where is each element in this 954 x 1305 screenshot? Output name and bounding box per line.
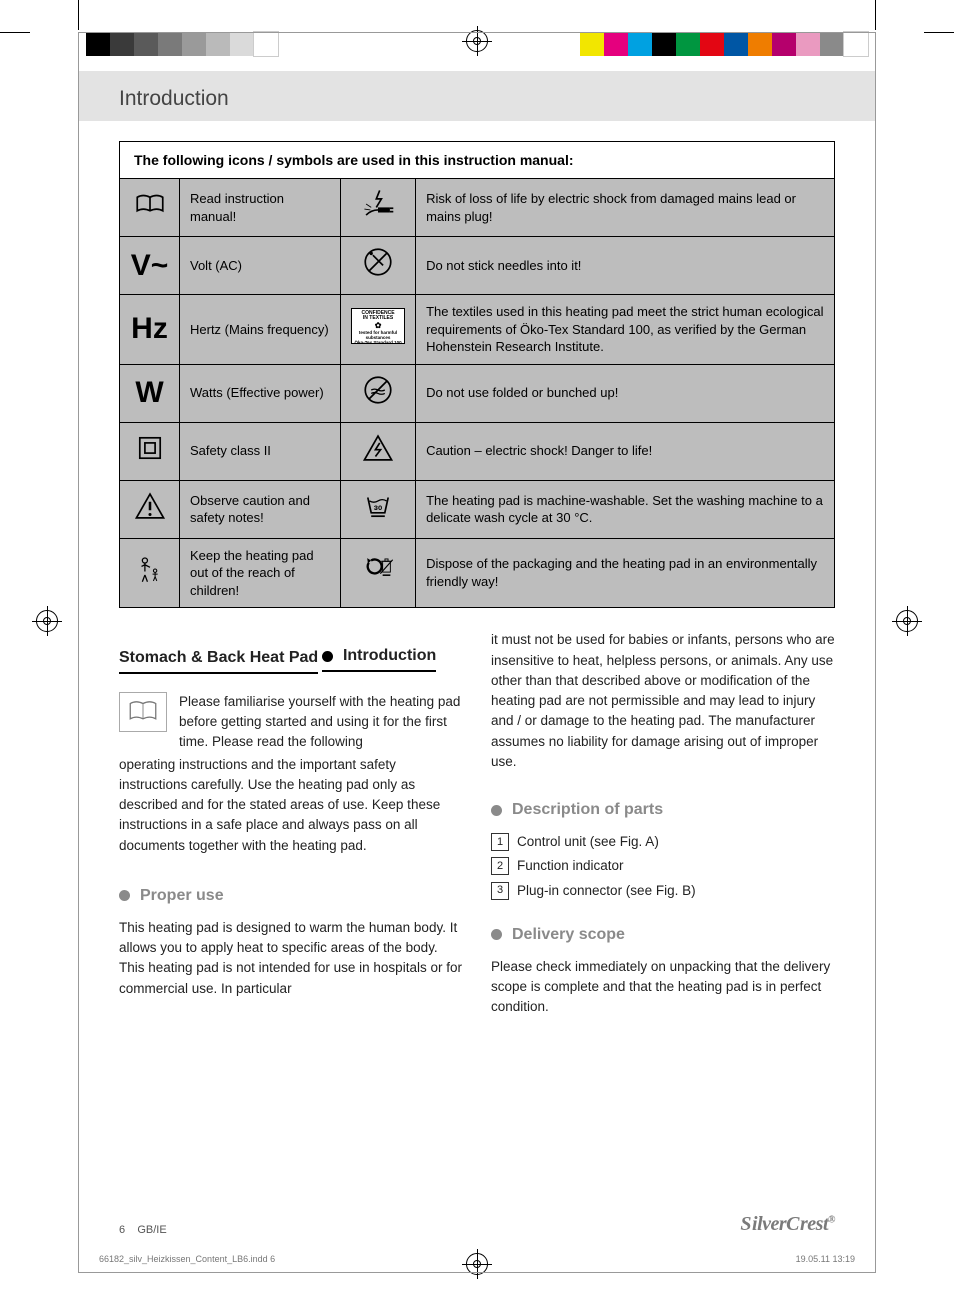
part-label: Plug-in connector (see Fig. B) xyxy=(517,881,696,901)
book-icon xyxy=(119,692,167,732)
list-item: 3 Plug-in connector (see Fig. B) xyxy=(491,881,835,901)
symbol-icon: V~ xyxy=(120,237,180,295)
symbol-icon xyxy=(120,480,180,538)
left-column: Stomach & Back Heat Pad Introduction Ple… xyxy=(119,630,463,1017)
symbol-description: Watts (Effective power) xyxy=(180,364,341,422)
bullet-icon xyxy=(491,805,502,816)
table-header: The following icons / symbols are used i… xyxy=(120,142,835,179)
part-number: 1 xyxy=(491,833,509,851)
symbols-table: The following icons / symbols are used i… xyxy=(119,141,835,608)
print-metadata: 66182_silv_Heizkissen_Content_LB6.indd 6… xyxy=(99,1254,855,1264)
symbol-description: Hertz (Mains frequency) xyxy=(180,295,341,365)
intro-lead-text: Please familiarise yourself with the hea… xyxy=(179,692,463,753)
table-row: V~Volt (AC) Do not stick needles into it! xyxy=(120,237,835,295)
page-frame: Introduction The following icons / symbo… xyxy=(78,32,876,1273)
part-number: 3 xyxy=(491,882,509,900)
symbol-icon: Hz xyxy=(120,295,180,365)
section-heading-introduction: Introduction xyxy=(322,644,436,672)
symbol-description: Do not stick needles into it! xyxy=(416,237,835,295)
registration-mark xyxy=(896,610,918,632)
page-number: 6 xyxy=(119,1224,125,1236)
indd-filename: 66182_silv_Heizkissen_Content_LB6.indd 6 xyxy=(99,1254,275,1264)
brand-logo: SilverCrest® xyxy=(740,1213,835,1236)
table-row: HzHertz (Mains frequency)CONFIDENCEIN TE… xyxy=(120,295,835,365)
intro-rest-text: operating instructions and the important… xyxy=(119,755,463,856)
symbol-icon xyxy=(341,237,416,295)
table-row: WWatts (Effective power) Do not use folde… xyxy=(120,364,835,422)
print-timestamp: 19.05.11 13:19 xyxy=(796,1254,855,1264)
symbol-icon: 30 xyxy=(341,480,416,538)
bullet-icon xyxy=(119,890,130,901)
section-heading-delivery: Delivery scope xyxy=(491,923,835,947)
part-number: 2 xyxy=(491,857,509,875)
svg-text:30: 30 xyxy=(374,503,383,512)
symbol-description: The heating pad is machine-washable. Set… xyxy=(416,480,835,538)
part-label: Control unit (see Fig. A) xyxy=(517,832,659,852)
symbol-icon xyxy=(341,422,416,480)
continuation-text: it must not be used for babies or infant… xyxy=(491,630,835,772)
symbol-description: Read instruction manual! xyxy=(180,179,341,237)
symbol-description: Dispose of the packaging and the heating… xyxy=(416,538,835,608)
bullet-icon xyxy=(491,929,502,940)
symbol-icon xyxy=(120,538,180,608)
symbol-icon: CONFIDENCEIN TEXTILES✿tested for harmful… xyxy=(341,295,416,365)
symbol-description: Caution – electric shock! Danger to life… xyxy=(416,422,835,480)
product-title: Stomach & Back Heat Pad xyxy=(119,646,318,674)
table-row: Observe caution and safety notes! 30 The h… xyxy=(120,480,835,538)
symbol-icon xyxy=(120,422,180,480)
symbol-description: Do not use folded or bunched up! xyxy=(416,364,835,422)
table-row: Safety class II Caution – electric shock!… xyxy=(120,422,835,480)
symbol-description: Risk of loss of life by electric shock f… xyxy=(416,179,835,237)
table-row: Keep the heating pad out of the reach of… xyxy=(120,538,835,608)
part-label: Function indicator xyxy=(517,856,624,876)
list-item: 2 Function indicator xyxy=(491,856,835,876)
parts-list: 1 Control unit (see Fig. A) 2 Function indi… xyxy=(491,832,835,901)
bullet-icon xyxy=(322,651,333,662)
table-row: Read instruction manual! Risk of loss of … xyxy=(120,179,835,237)
symbol-icon: W xyxy=(120,364,180,422)
symbol-description: The textiles used in this heating pad me… xyxy=(416,295,835,365)
symbol-icon xyxy=(341,538,416,608)
symbol-description: Safety class II xyxy=(180,422,341,480)
symbol-description: Observe caution and safety notes! xyxy=(180,480,341,538)
section-header: Introduction xyxy=(79,71,875,121)
page-footer: 6 GB/IE SilverCrest® xyxy=(119,1213,835,1236)
list-item: 1 Control unit (see Fig. A) xyxy=(491,832,835,852)
section-heading-proper-use: Proper use xyxy=(119,884,463,908)
symbol-icon xyxy=(341,179,416,237)
proper-use-text: This heating pad is designed to warm the… xyxy=(119,918,463,999)
symbol-icon xyxy=(341,364,416,422)
right-column: it must not be used for babies or infant… xyxy=(491,630,835,1017)
symbol-description: Keep the heating pad out of the reach of… xyxy=(180,538,341,608)
section-heading-parts: Description of parts xyxy=(491,798,835,822)
registration-mark xyxy=(36,610,58,632)
symbol-icon xyxy=(120,179,180,237)
locale-code: GB/IE xyxy=(137,1224,166,1236)
delivery-scope-text: Please check immediately on unpacking th… xyxy=(491,957,835,1018)
symbol-description: Volt (AC) xyxy=(180,237,341,295)
